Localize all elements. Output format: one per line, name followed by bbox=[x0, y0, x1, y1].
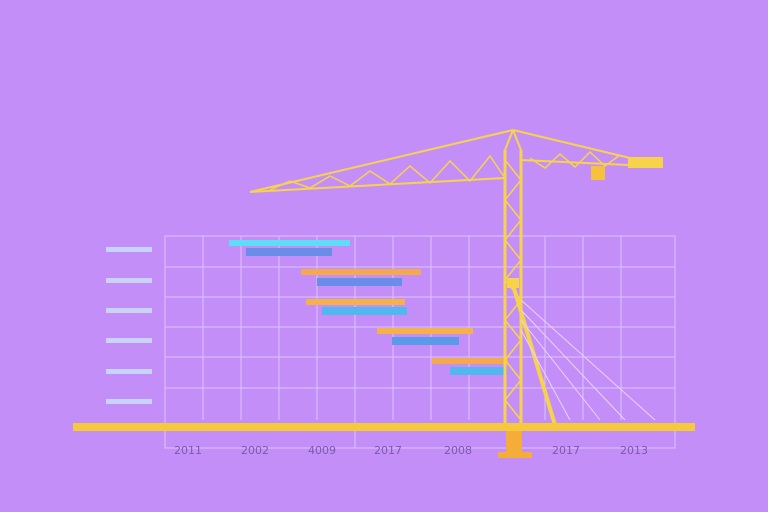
axis-label: 2008 bbox=[444, 444, 472, 457]
axis-label: 2011 bbox=[174, 444, 202, 457]
counterweight bbox=[628, 157, 663, 168]
axis-labels: 2011 2002 4009 2017 2008 2017 2013 bbox=[174, 444, 648, 457]
crane bbox=[249, 129, 656, 426]
row-placeholders bbox=[106, 247, 152, 404]
crane-foot bbox=[498, 452, 532, 458]
axis-label: 2013 bbox=[620, 444, 648, 457]
axis-label: 2017 bbox=[552, 444, 580, 457]
gantt-bars bbox=[229, 240, 508, 375]
crane-base bbox=[506, 431, 522, 453]
axis-label: 2002 bbox=[241, 444, 269, 457]
ground-line bbox=[73, 423, 695, 431]
joint bbox=[507, 278, 519, 288]
cab bbox=[591, 166, 605, 180]
axis-label: 2017 bbox=[374, 444, 402, 457]
axis-label: 4009 bbox=[308, 444, 336, 457]
